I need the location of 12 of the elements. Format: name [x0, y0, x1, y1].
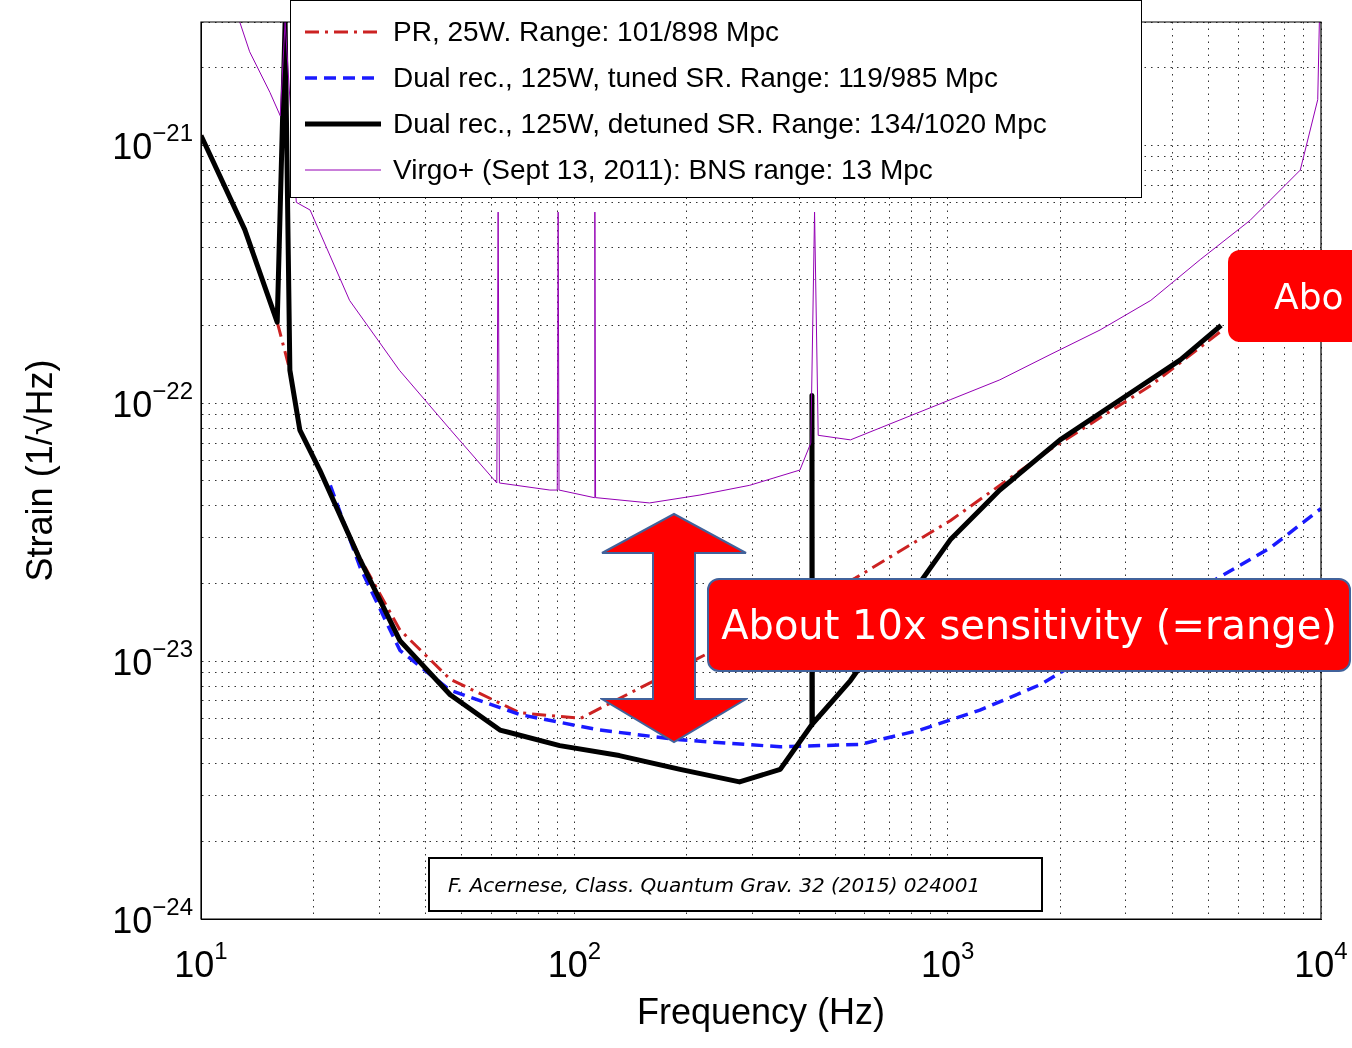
x-axis-title: Frequency (Hz) [636, 991, 886, 1033]
annotation: F. Acernese, Class. Quantum Grav. 32 (2015) 024001 [448, 872, 981, 897]
legend-label: Dual rec., 125W, detuned SR. Range: 134/1020 Mpc [393, 108, 1047, 140]
annotation: About 10x sensitivity (=range) [721, 602, 1337, 648]
legend-label: PR, 25W. Range: 101/898 Mpc [393, 16, 779, 48]
caption-frame: F. Acernese, Class. Quantum Grav. 32 (2015) 024001 [428, 857, 1043, 912]
y-axis-title: Strain (1/√Hz) [18, 359, 60, 582]
legend-label: Virgo+ (Sept 13, 2011): BNS range: 13 Mpc [393, 154, 933, 186]
annotation: Abo [1274, 275, 1344, 317]
callout-box: About 10x sensitivity (=range) [707, 578, 1351, 672]
legend-label: Dual rec., 125W, tuned SR. Range: 119/985 Mpc [393, 62, 998, 94]
callout-box: Abo [1228, 250, 1352, 342]
